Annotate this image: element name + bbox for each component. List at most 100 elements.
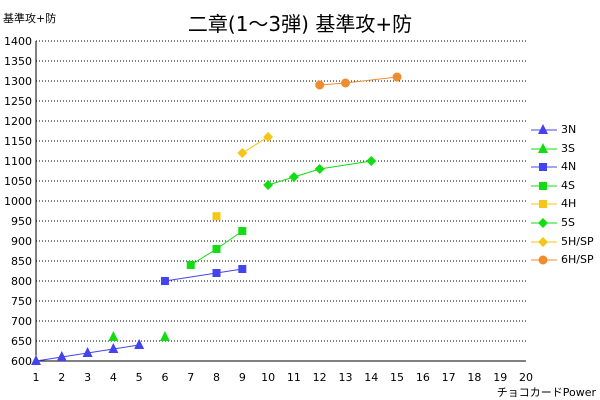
y-tick-label: 1150 — [4, 135, 32, 148]
legend-swatch — [531, 236, 557, 247]
legend-swatch — [531, 124, 557, 134]
y-tick-label: 1100 — [4, 155, 32, 168]
x-tick-label: 9 — [239, 371, 246, 384]
x-tick-label: 2 — [58, 371, 65, 384]
x-tick-label: 3 — [84, 371, 91, 384]
x-tick-label: 17 — [442, 371, 456, 384]
legend-swatch — [531, 255, 557, 265]
legend-label: 3N — [561, 123, 577, 136]
legend-label: 6H/SP — [561, 253, 594, 267]
data-point — [160, 277, 169, 285]
axes — [35, 41, 526, 362]
legend-marker — [538, 142, 548, 153]
series-4n — [160, 265, 247, 285]
x-tick-label: 11 — [287, 371, 301, 384]
y-tick-label: 750 — [11, 295, 32, 308]
x-tick-label: 20 — [519, 371, 533, 384]
legend-item: 4S — [531, 177, 599, 196]
data-point — [314, 164, 325, 174]
data-point — [212, 269, 221, 277]
legend-item: 4H — [531, 195, 599, 214]
x-tick-label: 12 — [313, 371, 327, 384]
x-tick-label: 10 — [261, 371, 275, 384]
series-5s — [263, 156, 377, 190]
legend-swatch — [531, 200, 557, 209]
x-tick-label: 8 — [213, 371, 220, 384]
legend-marker — [538, 217, 548, 228]
legend-swatch — [531, 181, 557, 190]
legend-label: 4S — [561, 178, 575, 192]
data-point — [82, 347, 93, 357]
y-tick-label: 650 — [11, 335, 32, 348]
y-tick-label: 1400 — [4, 35, 32, 48]
data-point — [237, 148, 248, 158]
y-tick-label: 800 — [11, 275, 32, 288]
data-point — [238, 227, 247, 235]
y-tick-label: 1050 — [4, 175, 32, 188]
legend-item: 3S — [531, 140, 599, 159]
legend-item: 6H/SP — [531, 251, 599, 270]
legend: 3N 3S 4N 4S 4H 5S 5H/SP 6H/SP — [531, 121, 599, 270]
series-5h-sp — [237, 132, 274, 158]
x-tick-label: 16 — [416, 371, 430, 384]
x-tick-label: 18 — [467, 371, 481, 384]
chart-title: 二章(1～3弾) 基準攻+防 — [187, 12, 413, 36]
legend-item: 5S — [531, 214, 599, 233]
y-tick-label: 1250 — [4, 95, 32, 108]
grid — [36, 40, 526, 342]
x-tick-label: 1 — [33, 371, 40, 384]
series-3s — [108, 331, 170, 341]
y-axis-title: 基準攻+防 — [3, 12, 57, 25]
legend-marker — [539, 163, 547, 172]
legend-marker — [538, 124, 548, 134]
series-4h — [212, 212, 221, 221]
legend-swatch — [531, 142, 557, 153]
x-tick-label: 6 — [161, 371, 168, 384]
y-tick-label: 1200 — [4, 115, 32, 128]
data-point — [108, 331, 119, 341]
data-point — [56, 351, 67, 361]
legend-label: 4N — [561, 160, 577, 174]
x-tick-label: 15 — [390, 371, 404, 384]
legend-label: 5S — [561, 215, 575, 229]
data-point — [134, 339, 145, 349]
data-point — [315, 80, 325, 90]
series-layer — [31, 72, 402, 365]
x-tick-label: 19 — [493, 371, 507, 384]
x-tick-label: 13 — [338, 371, 352, 384]
series-4s — [186, 227, 247, 269]
legend-label: 3S — [561, 141, 575, 155]
y-tick-label: 600 — [11, 355, 32, 368]
legend-label: 5H/SP — [561, 234, 594, 248]
y-tick-label: 1350 — [4, 55, 32, 68]
legend-item: 5H/SP — [531, 233, 599, 252]
y-tick-label: 900 — [11, 235, 32, 248]
legend-marker — [539, 200, 547, 209]
legend-item: 3N — [531, 121, 599, 140]
legend-swatch — [531, 217, 557, 228]
x-tick-label: 7 — [187, 371, 194, 384]
data-point — [31, 355, 41, 365]
data-point — [159, 331, 170, 341]
series-6h-sp — [315, 72, 402, 90]
y-tick-label: 850 — [11, 255, 32, 268]
y-tick-label: 1000 — [4, 195, 32, 208]
legend-marker — [539, 181, 547, 190]
data-point — [238, 265, 247, 273]
legend-swatch — [531, 163, 557, 172]
data-point — [392, 72, 402, 82]
y-tick-label: 700 — [11, 315, 32, 328]
legend-label: 4H — [561, 197, 577, 211]
y-tick-label: 1300 — [4, 75, 32, 88]
series-line — [267, 160, 372, 186]
x-tick-label: 5 — [136, 371, 143, 384]
series-line — [242, 136, 269, 154]
x-tick-labels: 1 2 3 4 5 6 7 8 9 10 11 12 13 14 15 16 17 18 19 20 — [33, 371, 534, 384]
legend-item: 4N — [531, 158, 599, 177]
data-point — [263, 180, 274, 190]
data-point — [108, 343, 119, 353]
data-point — [288, 172, 299, 182]
x-axis-title: チョコカードPower — [496, 386, 596, 399]
y-tick-labels: 600 650 700 750 800 850 900 950 1000 1050 1100 1150… — [4, 35, 32, 368]
